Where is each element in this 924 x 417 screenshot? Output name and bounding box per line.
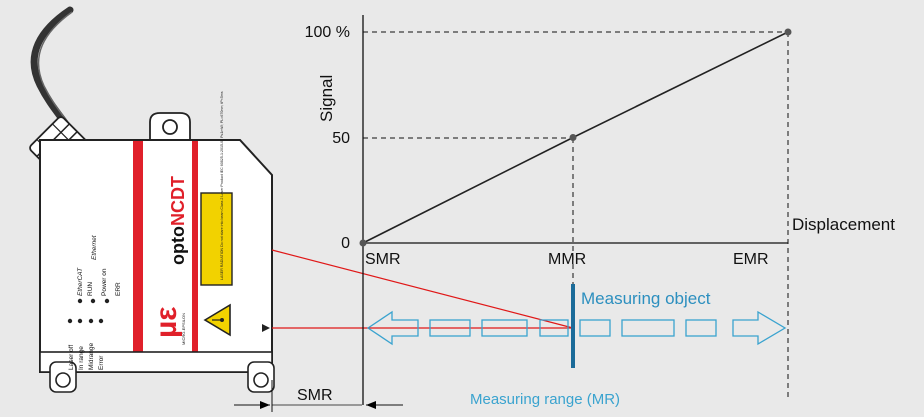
led-label-in-range: In range bbox=[78, 346, 85, 370]
led-indicators bbox=[67, 298, 110, 324]
measuring-object-plate bbox=[571, 284, 575, 368]
x-tick-mmr: MMR bbox=[548, 251, 586, 268]
measuring-range-arrow bbox=[366, 310, 787, 346]
data-point-emr bbox=[784, 28, 792, 36]
laser-warning-triangle-icon bbox=[203, 303, 231, 337]
led-labels: Laser off In range Midrange Error EtherC… bbox=[68, 234, 122, 370]
laser-aperture-icon bbox=[262, 324, 270, 332]
y-tick-0: 0 bbox=[341, 235, 350, 252]
x-tick-emr: EMR bbox=[733, 251, 769, 268]
x-tick-smr: SMR bbox=[365, 251, 401, 268]
smr-dimension-label: SMR bbox=[297, 387, 333, 404]
led-label-laser-off: Laser off bbox=[68, 345, 75, 370]
sensor-housing bbox=[39, 112, 275, 393]
laser-label-text: LASER RADIATION Do not stare into beam C… bbox=[220, 91, 224, 280]
led-laser-off bbox=[67, 318, 73, 324]
measuring-range-label: Measuring range (MR) bbox=[470, 391, 620, 408]
sensor-cable bbox=[30, 6, 74, 134]
led-label-err: ERR bbox=[115, 282, 122, 296]
range-arrow-left-icon bbox=[366, 310, 419, 346]
y-tick-100: 100 % bbox=[305, 24, 350, 41]
signal-chart: 100 % 50 0 SMR MMR EMR Signal Displaceme… bbox=[305, 15, 895, 405]
measuring-object-label: Measuring object bbox=[581, 289, 711, 308]
sensor-red-stripe-right bbox=[192, 141, 198, 371]
x-axis-title: Displacement bbox=[792, 215, 895, 234]
laser-warning-label: LASER RADIATION Do not stare into beam C… bbox=[200, 91, 233, 286]
brand-text: optoNCDT bbox=[168, 176, 188, 265]
y-tick-50: 50 bbox=[332, 130, 350, 147]
bus-label-ethercat: EtherCAT bbox=[77, 267, 84, 296]
data-point-mmr bbox=[569, 134, 577, 141]
smr-dimension: SMR bbox=[234, 380, 403, 412]
data-point-smr bbox=[359, 239, 367, 247]
sensor-red-stripe-left bbox=[133, 141, 143, 371]
logo-manufacturer-text: MICRO-EPSILON bbox=[181, 313, 186, 345]
led-label-run: RUN bbox=[87, 282, 94, 296]
led-label-midrange: Midrange bbox=[88, 343, 95, 370]
micro-epsilon-logo: µε MICRO-EPSILON bbox=[150, 306, 186, 345]
laser-reflection bbox=[271, 249, 574, 329]
led-label-error: Error bbox=[98, 355, 105, 370]
range-arrow-right-icon bbox=[732, 310, 787, 346]
led-label-power-on: Power on bbox=[101, 268, 108, 296]
bus-label-ethernet: Ethernet bbox=[91, 234, 98, 260]
logo-mu-epsilon: µε bbox=[150, 306, 183, 338]
y-axis-title: Signal bbox=[317, 75, 336, 122]
